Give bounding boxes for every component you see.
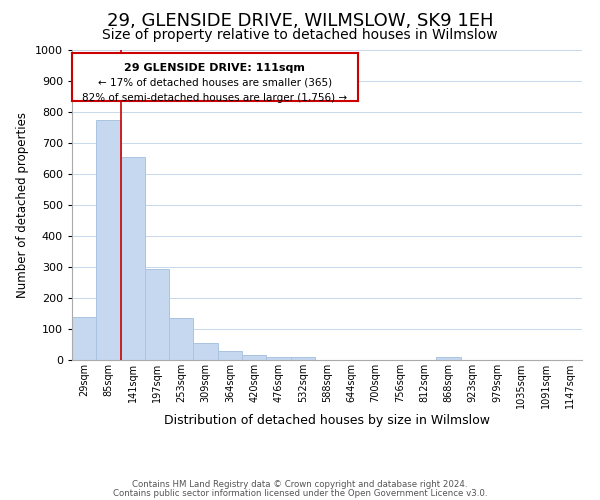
Text: Contains HM Land Registry data © Crown copyright and database right 2024.: Contains HM Land Registry data © Crown c… xyxy=(132,480,468,489)
Bar xyxy=(193,343,218,360)
Bar xyxy=(169,318,193,360)
Bar xyxy=(218,350,242,360)
Bar xyxy=(290,357,315,360)
Bar xyxy=(145,268,169,360)
Bar xyxy=(96,120,121,360)
X-axis label: Distribution of detached houses by size in Wilmslow: Distribution of detached houses by size … xyxy=(164,414,490,426)
Bar xyxy=(72,316,96,360)
Text: Contains public sector information licensed under the Open Government Licence v3: Contains public sector information licen… xyxy=(113,488,487,498)
Bar xyxy=(266,357,290,360)
Bar xyxy=(436,357,461,360)
Text: Size of property relative to detached houses in Wilmslow: Size of property relative to detached ho… xyxy=(102,28,498,42)
Bar xyxy=(242,356,266,360)
Bar xyxy=(121,157,145,360)
Y-axis label: Number of detached properties: Number of detached properties xyxy=(16,112,29,298)
Text: 29, GLENSIDE DRIVE, WILMSLOW, SK9 1EH: 29, GLENSIDE DRIVE, WILMSLOW, SK9 1EH xyxy=(107,12,493,30)
